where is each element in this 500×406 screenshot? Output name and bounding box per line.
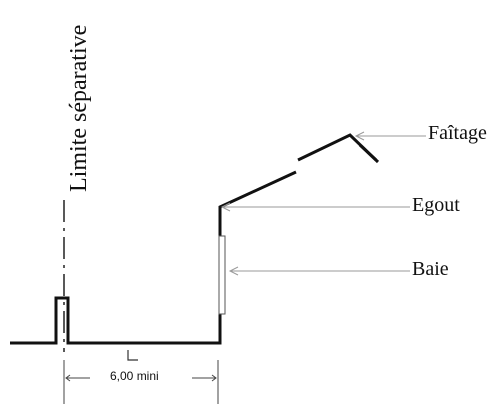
roof-break-right	[358, 143, 378, 162]
ground-and-building-profile	[10, 170, 297, 345]
distance-dimension	[63, 360, 219, 404]
distance-label: 6,00 mini	[110, 369, 159, 383]
angle-marker	[127, 350, 138, 361]
eaves-leader	[220, 202, 410, 212]
boundary-label: Limite séparative	[66, 24, 92, 192]
roof-ridge-profile	[297, 133, 380, 164]
opening-label: Baie	[412, 258, 449, 280]
ridge-label: Faîtage	[428, 122, 487, 144]
opening-leader	[228, 266, 410, 276]
opening-window	[218, 235, 226, 315]
eaves-label: Egout	[412, 194, 460, 216]
ridge-leader	[354, 131, 426, 141]
